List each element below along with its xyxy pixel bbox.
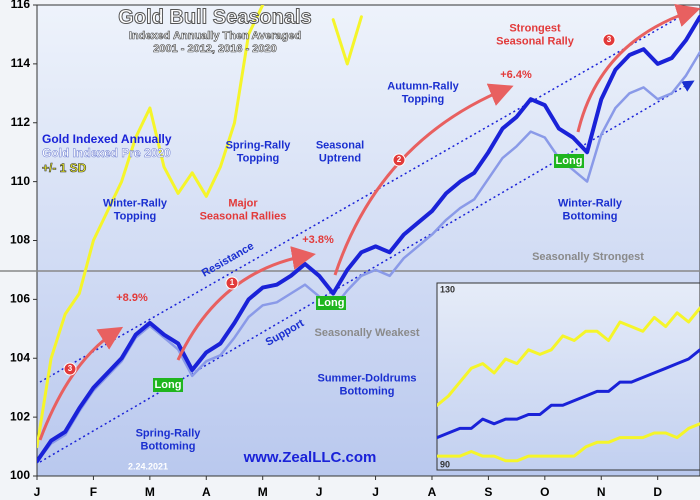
annotation: +3.8%	[302, 234, 334, 246]
rally-number	[63, 362, 77, 376]
annotation: +6.4%	[500, 69, 532, 81]
resistance-line	[39, 8, 695, 383]
x-tick-label: N	[597, 485, 606, 499]
subtitle: 2001 - 2012, 2016 - 2020	[153, 43, 277, 55]
annotation: Bottoming	[563, 210, 618, 222]
x-tick-label: F	[90, 485, 97, 499]
series-line	[437, 422, 700, 463]
series-line	[437, 348, 700, 440]
y-tick-label: 114	[11, 56, 31, 70]
y-tick-label: 116	[11, 0, 31, 11]
annotation: Strongest	[509, 22, 561, 34]
series-line	[37, 50, 700, 463]
inset-area	[436, 282, 700, 471]
legend-entry: +/- 1 SD	[42, 161, 87, 175]
x-tick-label: O	[540, 485, 549, 499]
x-tick-label: J	[316, 485, 323, 499]
annotation: Spring-Rally	[136, 427, 202, 439]
annotation: Winter-Rally	[103, 197, 168, 209]
annotation: Seasonally Strongest	[532, 251, 644, 263]
y-tick-label: 110	[11, 174, 31, 188]
annotation: Long	[556, 155, 583, 167]
series-line	[331, 15, 363, 66]
annotation: 2	[397, 155, 402, 164]
y-tick-label: 90	[440, 459, 450, 469]
subtitle: Indexed Annually Then Averaged	[129, 30, 301, 42]
annotation: Topping	[402, 93, 445, 105]
long-badge	[153, 378, 183, 392]
rally-number	[602, 33, 616, 47]
annotation: Winter-Rally	[558, 197, 623, 209]
annotation: Seasonal Rallies	[200, 210, 287, 222]
annotation: 1	[230, 278, 235, 287]
annotation: Long	[318, 297, 345, 309]
chart-title: Gold Bull Seasonals	[118, 6, 311, 28]
annotation: Topping	[114, 210, 157, 222]
y-tick-label: 130	[440, 284, 455, 294]
annotation: Summer-Doldrums	[317, 372, 416, 384]
annotation: Topping	[237, 152, 280, 164]
series-line	[37, 14, 700, 464]
long-badge	[316, 296, 346, 310]
legend-entry: Gold Indexed Annually	[42, 132, 172, 146]
annotation: Major	[228, 197, 258, 209]
y-tick-label: 108	[10, 233, 30, 247]
annotation: Autumn-Rally	[387, 80, 459, 92]
annotation: Uptrend	[319, 152, 361, 164]
annotation: Seasonally Weakest	[315, 327, 420, 339]
rally-number	[225, 276, 239, 290]
x-tick-label: J	[372, 485, 379, 499]
y-tick-label: 104	[10, 350, 30, 364]
annotation: +8.9%	[116, 292, 148, 304]
x-tick-label: A	[428, 485, 437, 499]
annotation: Long	[155, 379, 182, 391]
annotation: Seasonal	[316, 139, 364, 151]
x-tick-label: S	[484, 485, 492, 499]
y-tick-label: 100	[10, 468, 30, 482]
series-line	[437, 306, 700, 407]
support-line	[39, 80, 695, 463]
y-tick-label: 102	[10, 409, 30, 423]
annotation: Bottoming	[340, 385, 395, 397]
rally-number	[392, 153, 406, 167]
annotation: www.ZealLLC.com	[243, 449, 377, 466]
annotation: 3	[607, 35, 612, 44]
legend-entry: Gold Indexed Pre 2020	[42, 146, 171, 160]
x-tick-label: D	[653, 485, 662, 499]
long-badge	[554, 154, 584, 168]
x-tick-label: M	[145, 485, 155, 499]
annotation: Seasonal Rally	[496, 35, 575, 47]
y-tick-label: 112	[11, 115, 31, 129]
series-line	[37, 5, 265, 449]
x-tick-label: M	[258, 485, 268, 499]
x-tick-label: J	[34, 485, 41, 499]
annotation: 3	[68, 364, 73, 373]
x-tick-label: A	[202, 485, 211, 499]
arrow	[576, 3, 700, 133]
annotation: Bottoming	[141, 440, 196, 452]
annotation: Spring-Rally	[226, 139, 292, 151]
annotation: 2.24.2021	[128, 461, 168, 471]
y-tick-label: 106	[10, 292, 30, 306]
